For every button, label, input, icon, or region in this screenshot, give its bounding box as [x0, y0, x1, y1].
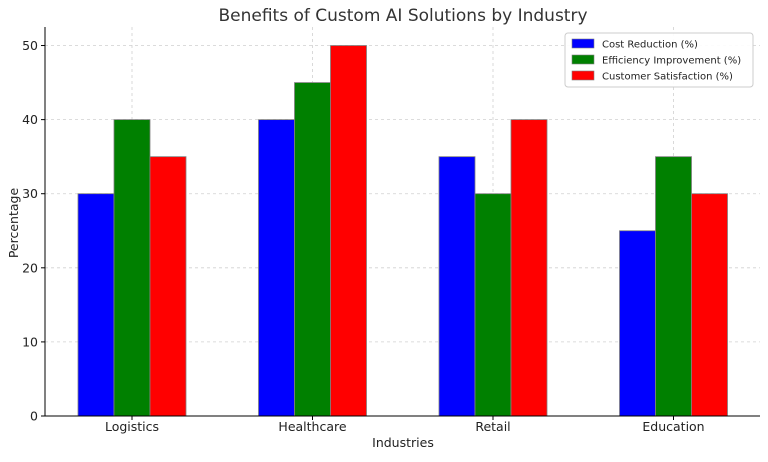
bar: [113, 119, 151, 417]
legend-swatch: [571, 38, 595, 49]
bar: [258, 119, 295, 417]
legend-swatch: [571, 70, 595, 81]
y-tick-label: 50: [22, 38, 38, 53]
x-tick-label: Education: [642, 419, 704, 434]
legend-box: [564, 32, 754, 88]
tick-labels: 0 10 20 30 40 50 Logistics Healthcare Retail Educ…: [22, 38, 705, 434]
bar: [294, 82, 331, 417]
legend: Cost Reduction (%) Efficiency Improvement…: [564, 32, 754, 88]
y-tick-label: 0: [30, 409, 38, 424]
x-axis-title: Industries: [372, 435, 434, 450]
legend-label: Customer Satisfaction (%): [602, 72, 733, 83]
bars: [77, 45, 728, 417]
y-tick-label: 30: [22, 186, 38, 201]
bar: [510, 119, 548, 417]
bar: [149, 156, 187, 417]
x-tick-label: Retail: [475, 419, 510, 434]
y-tick-label: 10: [22, 334, 38, 349]
chart-title: Benefits of Custom AI Solutions by Indus…: [218, 6, 587, 26]
y-axis-title: Percentage: [6, 188, 21, 259]
bar: [619, 230, 656, 417]
x-tick-label: Healthcare: [278, 419, 346, 434]
legend-label: Cost Reduction (%): [602, 40, 698, 51]
bar: [655, 156, 692, 417]
legend-swatch: [571, 54, 595, 65]
legend-label: Efficiency Improvement (%): [602, 56, 741, 67]
x-tick-label: Logistics: [105, 419, 159, 434]
axes: [44, 27, 760, 417]
bar: [77, 193, 115, 417]
bar: [691, 193, 728, 417]
bar: [438, 156, 476, 417]
y-tick-label: 40: [22, 112, 38, 127]
bar: [474, 193, 512, 417]
bar: [330, 45, 367, 417]
y-tick-label: 20: [22, 260, 38, 275]
